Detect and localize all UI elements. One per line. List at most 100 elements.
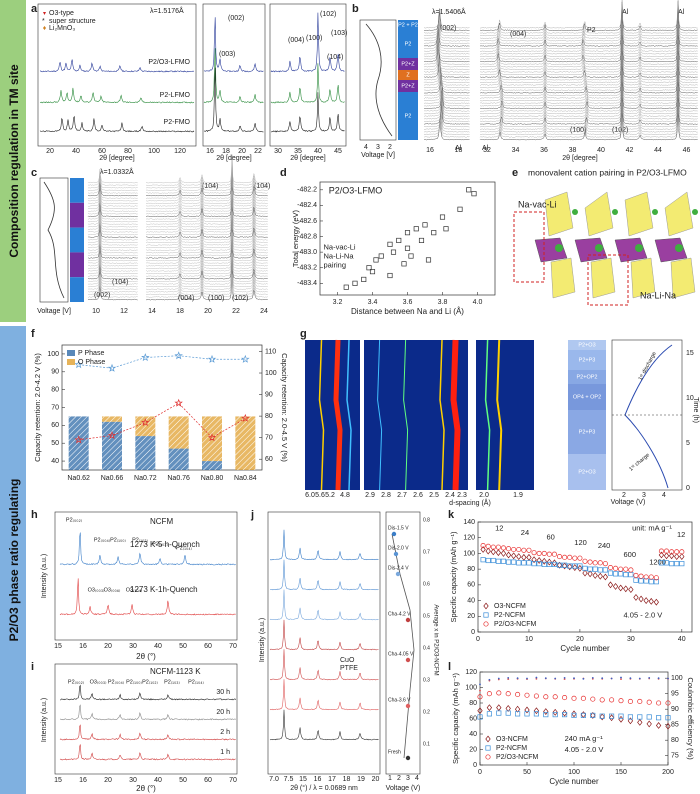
- data-point: [667, 677, 669, 680]
- voltage-curve: [365, 23, 393, 137]
- x-axis-label: Distance between Na and Li (Å): [351, 307, 464, 316]
- xrd-pattern: [423, 109, 470, 133]
- data-point: [497, 677, 500, 680]
- legend-label: P Phase: [78, 350, 104, 357]
- state-label: Dis-1.5 V: [388, 525, 409, 531]
- xrd-pattern: [480, 24, 698, 55]
- tick-label: 44: [654, 147, 662, 154]
- annotation: 4.05 - 2.0 V: [565, 745, 604, 754]
- operando-line: [450, 339, 461, 491]
- data-point: [637, 718, 643, 726]
- tick-label: 3: [376, 144, 380, 151]
- xrd-pattern: [423, 24, 470, 45]
- pattern-label: 2 h: [220, 729, 230, 736]
- operando-line: [496, 339, 503, 491]
- atom: [635, 244, 643, 252]
- xrd-pattern: [145, 209, 268, 238]
- y-tick-label: 50: [51, 440, 59, 447]
- data-point: [352, 280, 358, 286]
- data-point: [544, 677, 547, 680]
- y-tick-label: 40: [469, 731, 477, 738]
- y-tick-label: 70: [51, 404, 59, 411]
- data-point: [556, 554, 563, 560]
- data-point: [577, 563, 583, 569]
- x-axis-label: 2θ (°): [136, 652, 156, 661]
- x-tick-label: 50: [523, 769, 531, 776]
- tick-label: 16: [426, 147, 434, 154]
- data-point: [587, 559, 593, 565]
- peak-label: O3₍₀₀₆₎: [104, 587, 121, 593]
- xrd-pattern: [146, 174, 268, 205]
- tick-label: 18: [222, 148, 230, 155]
- axes-frame: [477, 521, 693, 633]
- y2-tick-label: 110: [265, 348, 276, 355]
- tick-label: 16: [79, 643, 87, 650]
- peak-label: O3₍₁₀₄₎: [126, 587, 143, 593]
- data-point: [515, 711, 521, 717]
- phase-block: [568, 340, 606, 350]
- tick-label: 0.8: [423, 517, 430, 523]
- data-point: [597, 572, 603, 580]
- data-point: [663, 560, 670, 566]
- data-point: [567, 563, 573, 571]
- xrd-pattern: [479, 37, 698, 68]
- side-band: [0, 0, 26, 322]
- data-point: [535, 676, 538, 679]
- tick-label: 2.4: [445, 492, 455, 499]
- data-point: [580, 712, 586, 718]
- xrd-pattern: [423, 93, 470, 115]
- annotation: Na-Li-Na: [324, 252, 355, 261]
- data-point: [580, 711, 587, 719]
- tick-label: 0.3: [423, 677, 430, 683]
- data-point: [637, 714, 643, 720]
- xrd-pattern: [423, 106, 470, 128]
- xrd-pattern: [479, 40, 698, 71]
- xrd-pattern: [145, 185, 268, 215]
- octahedron: [584, 191, 614, 237]
- data-point: [556, 561, 563, 569]
- x-tick-label: Na0.66: [101, 475, 124, 482]
- annotation: 120: [574, 538, 587, 547]
- data-point: [483, 612, 489, 618]
- xrd-pattern: [479, 66, 698, 97]
- xrd-pattern: [145, 242, 268, 272]
- y-tick-label: 100: [463, 550, 475, 557]
- data-point: [561, 562, 568, 570]
- legend-label: O3-NCFM: [494, 603, 526, 610]
- xrd-pattern: [203, 48, 264, 104]
- data-point: [483, 621, 489, 627]
- x-tick-label: 3.6: [403, 299, 413, 306]
- xrd-pattern: [479, 1, 698, 31]
- tick-label: 4: [364, 144, 368, 151]
- y-tick-label: -482.8: [297, 233, 317, 240]
- phase-label: OP4 + OP2: [573, 394, 601, 400]
- state-dot: [395, 571, 401, 577]
- data-point: [599, 713, 605, 721]
- data-point: [582, 677, 585, 680]
- x-tick-label: 100: [568, 769, 580, 776]
- xrd-pattern: [59, 724, 236, 741]
- xrd-pattern: [87, 272, 138, 288]
- legend-label: O Phase: [78, 359, 105, 366]
- xrd-pattern: [423, 97, 470, 117]
- legend-label: P2-NCFM: [496, 745, 527, 752]
- xrd-pattern: [479, 58, 698, 89]
- xrd-pattern: [423, 36, 470, 60]
- data-point: [552, 694, 558, 700]
- data-point: [543, 712, 549, 718]
- tick-label: 4: [662, 492, 666, 499]
- axes-frame: [202, 3, 266, 147]
- xrd-pattern: [145, 156, 268, 186]
- data-point: [404, 245, 411, 251]
- tick-label: 40: [314, 148, 322, 155]
- pattern-label: P2-FMO: [164, 119, 191, 126]
- panel-letter: i: [31, 661, 34, 673]
- data-point: [571, 710, 577, 718]
- bar: [235, 416, 256, 470]
- tick-label: 12: [120, 308, 128, 315]
- xrd-pattern: [423, 83, 470, 104]
- data-point: [524, 692, 530, 698]
- y2-tick-label: 80: [265, 413, 273, 420]
- data-point: [620, 676, 622, 679]
- y-axis-label: Total energy (eV): [291, 209, 300, 267]
